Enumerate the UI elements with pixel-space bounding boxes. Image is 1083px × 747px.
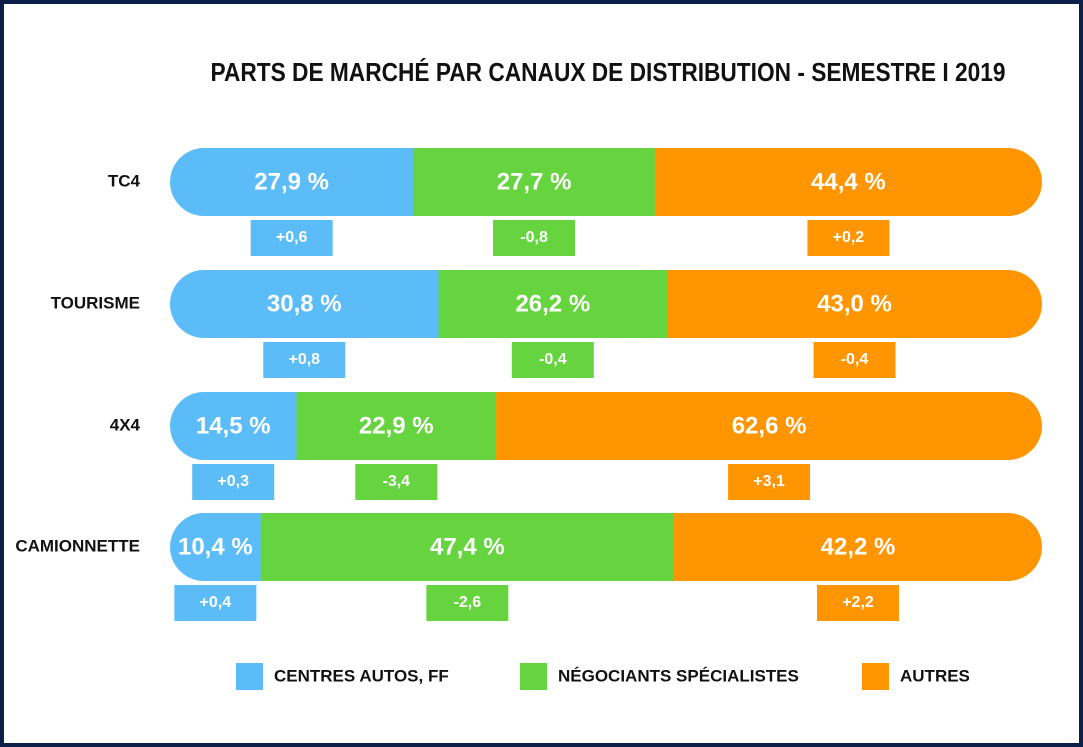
bar-segment xyxy=(496,392,1042,460)
change-box xyxy=(493,220,576,256)
change-box xyxy=(426,585,509,621)
change-label: -3,4 xyxy=(382,473,410,490)
change-box xyxy=(355,464,438,500)
bar-segment xyxy=(260,513,675,581)
category-label: 4X4 xyxy=(110,415,141,434)
bar-segment xyxy=(654,148,1042,216)
legend-swatch xyxy=(520,663,547,690)
value-label: 30,8 % xyxy=(267,290,342,317)
value-label: 62,6 % xyxy=(732,412,807,439)
change-box xyxy=(813,342,896,378)
change-label: +0,8 xyxy=(288,351,320,368)
change-label: -0,4 xyxy=(539,351,567,368)
change-box xyxy=(192,464,275,500)
legend-label: CENTRES AUTOS, FF xyxy=(274,666,449,685)
legend-swatch xyxy=(862,663,889,690)
change-box xyxy=(817,585,900,621)
change-label: +2,2 xyxy=(842,594,874,611)
value-label: 43,0 % xyxy=(817,290,892,317)
bar-segment xyxy=(170,148,414,216)
value-label: 42,2 % xyxy=(821,533,896,560)
value-label: 22,9 % xyxy=(359,412,434,439)
change-box xyxy=(263,342,346,378)
change-box xyxy=(250,220,333,256)
chart-title: PARTS DE MARCHÉ PAR CANAUX DE DISTRIBUTI… xyxy=(211,57,1006,87)
bar-segment xyxy=(170,270,440,338)
bar-segment xyxy=(667,270,1042,338)
value-label: 10,4 % xyxy=(178,533,253,560)
change-label: +0,6 xyxy=(276,229,308,246)
value-label: 44,4 % xyxy=(811,168,886,195)
category-label: CAMIONNETTE xyxy=(15,536,140,555)
value-label: 26,2 % xyxy=(515,290,590,317)
change-box xyxy=(511,342,594,378)
value-label: 27,9 % xyxy=(254,168,329,195)
bar-segment xyxy=(674,513,1042,581)
value-label: 47,4 % xyxy=(430,533,505,560)
bar-segment xyxy=(296,392,497,460)
change-label: +0,4 xyxy=(200,594,232,611)
legend-label: AUTRES xyxy=(900,666,970,685)
category-label: TC4 xyxy=(108,171,141,190)
category-label: TOURISME xyxy=(51,293,140,312)
bar-segment xyxy=(438,270,668,338)
change-box xyxy=(807,220,890,256)
change-label: -0,4 xyxy=(841,351,869,368)
bar-segment xyxy=(413,148,656,216)
value-label: 27,7 % xyxy=(497,168,572,195)
bar-segment xyxy=(170,513,262,581)
change-label: -0,8 xyxy=(520,229,548,246)
change-box xyxy=(174,585,257,621)
bar-segment xyxy=(170,392,297,460)
legend-swatch xyxy=(236,663,263,690)
change-box xyxy=(728,464,811,500)
change-label: +0,3 xyxy=(217,473,249,490)
legend-label: NÉGOCIANTS SPÉCIALISTES xyxy=(558,666,799,685)
change-label: +3,1 xyxy=(753,473,785,490)
change-label: +0,2 xyxy=(833,229,865,246)
change-label: -2,6 xyxy=(454,594,482,611)
value-label: 14,5 % xyxy=(196,412,271,439)
